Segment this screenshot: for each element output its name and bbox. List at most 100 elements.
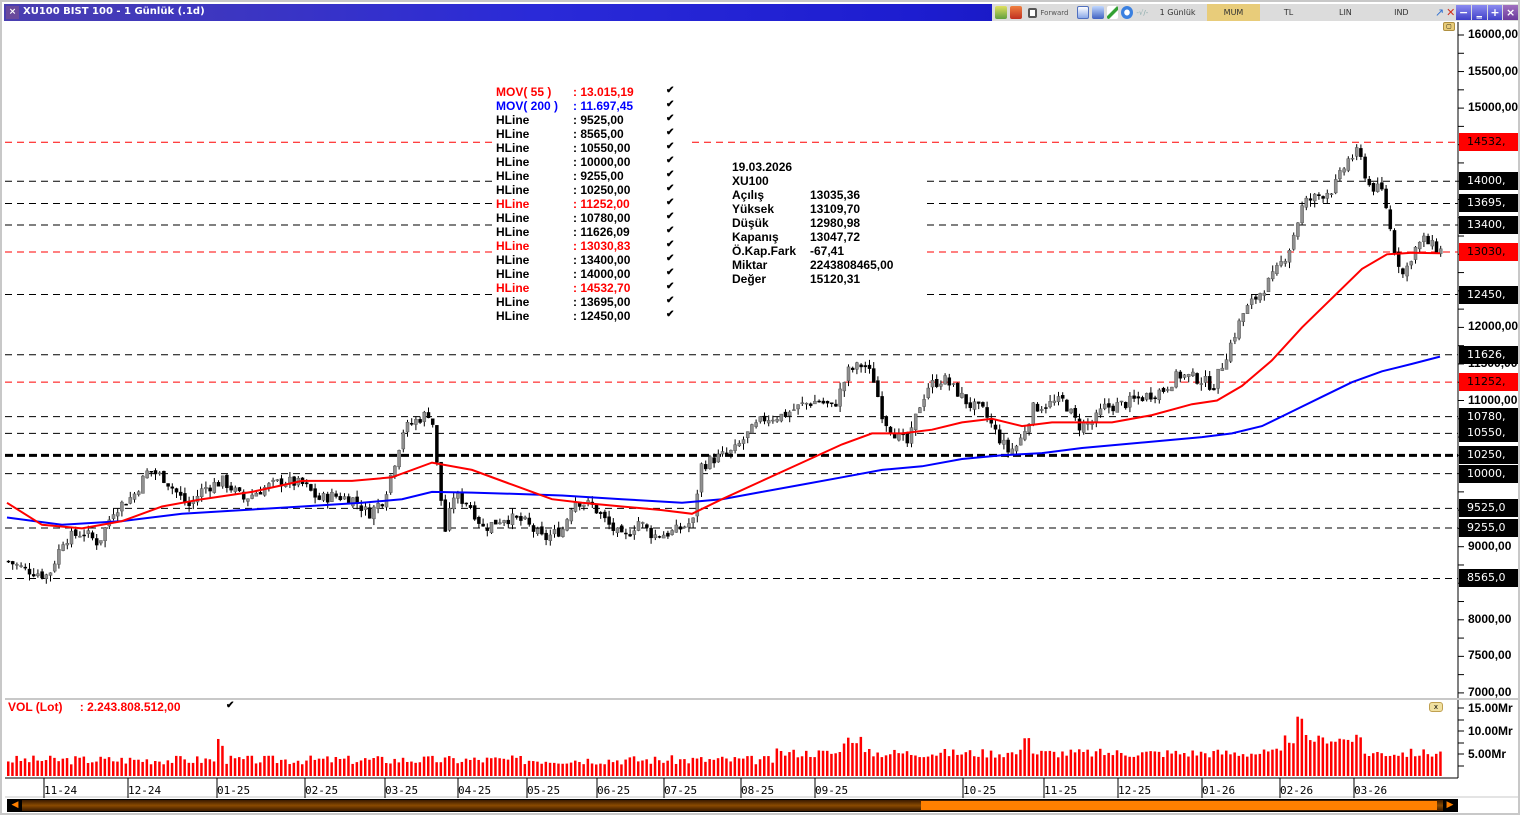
date-tick-label: 12-25	[1118, 784, 1152, 797]
info-value: 13047,72	[810, 230, 861, 244]
currency-selector[interactable]: TL	[1283, 8, 1294, 17]
legend-check-icon[interactable]: ✔	[666, 281, 675, 292]
legend-item: HLine: 11626,09 ✔	[496, 225, 674, 239]
tools-icon[interactable]: ✕	[1446, 6, 1456, 19]
legend-check-icon[interactable]: ✔	[666, 211, 675, 222]
window-title: XU100 BIST 100 - 1 Günlük (.1d)	[23, 6, 205, 17]
hline-price-tag: 14000,	[1459, 172, 1518, 191]
table-icon[interactable]	[1076, 6, 1089, 19]
legend-item: MOV( 200 ): 11.697,45 ✔	[496, 99, 674, 113]
legend-check-icon[interactable]: ✔	[666, 267, 675, 278]
legend-item: HLine: 14000,00 ✔	[496, 267, 674, 281]
scrollbar-thumb[interactable]	[921, 801, 1437, 810]
info-label: Kapanış	[732, 230, 779, 244]
date-tick-label: 12-24	[128, 784, 162, 797]
info-label: Açılış	[732, 188, 765, 202]
legend-check-icon[interactable]: ✔	[666, 239, 675, 250]
info-row: 19.03.2026	[732, 160, 792, 174]
maximize-button[interactable]: +	[1487, 5, 1503, 20]
volume-legend: VOL (Lot) : 2.243.808.512,00 ✔	[8, 700, 234, 714]
hline-price-tag: 11626,	[1459, 345, 1518, 364]
legend-check-icon[interactable]: ✔	[666, 183, 675, 194]
hline-price-tag: 9525,0	[1459, 499, 1518, 518]
volume-tick-label: 15.00Mr	[1468, 701, 1513, 715]
price-tick-label: 7500,00	[1468, 648, 1512, 663]
arrow-icon[interactable]: ↗	[1434, 6, 1445, 19]
price-tick-label: 15500,00	[1468, 63, 1519, 78]
scale-selector[interactable]: LIN	[1338, 8, 1352, 17]
legend-name: HLine	[496, 281, 530, 295]
chart-settings-icon[interactable]	[995, 6, 1007, 19]
forward-label[interactable]: Forward	[1040, 8, 1069, 17]
legend-value: : 10250,00	[573, 183, 631, 197]
pane-toggle-icon[interactable]: ▢	[1443, 22, 1455, 31]
legend-item: HLine: 10000,00 ✔	[496, 155, 674, 169]
info-label: Miktar	[732, 258, 768, 272]
date-tick-label: 03-25	[385, 784, 419, 797]
legend-check-icon[interactable]: ✔	[666, 99, 675, 110]
horizontal-scrollbar[interactable]: ◀ ▶	[7, 799, 1458, 812]
legend-check-icon[interactable]: ✔	[666, 127, 675, 138]
legend-name: MOV( 55 )	[496, 85, 552, 99]
compare-chart-icon[interactable]	[1091, 6, 1104, 19]
date-tick-label: 11-25	[1044, 784, 1078, 797]
date-tick-label: 11-24	[44, 784, 78, 797]
close-window-button[interactable]: ×	[1503, 5, 1518, 20]
legend-check-icon[interactable]: ✔	[666, 197, 675, 208]
legend-check-icon[interactable]: ✔	[666, 141, 675, 152]
legend-value: : 9255,00	[573, 169, 624, 183]
template-icon[interactable]	[1009, 6, 1022, 19]
legend-name: MOV( 200 )	[496, 99, 559, 113]
legend-value: : 11626,09	[573, 225, 630, 239]
volume-check-icon[interactable]: ✔	[226, 700, 235, 711]
period-selector[interactable]: 1 Günlük	[1159, 8, 1196, 17]
draw-pencil-icon[interactable]	[1106, 6, 1119, 19]
info-label: Değer	[732, 272, 767, 286]
legend-value: : 9525,00	[573, 113, 624, 127]
legend-check-icon[interactable]: ✔	[666, 85, 675, 96]
volume-value: : 2.243.808.512,00	[79, 700, 181, 714]
volume-label: VOL (Lot)	[8, 700, 63, 714]
legend-check-icon[interactable]: ✔	[666, 295, 675, 306]
legend-item: HLine: 10780,00 ✔	[496, 211, 674, 225]
price-tick-label: 9000,00	[1468, 538, 1512, 553]
legend-name: HLine	[496, 155, 530, 169]
legend-check-icon[interactable]: ✔	[666, 169, 675, 180]
wave-icon[interactable]: -√/-	[1136, 8, 1149, 17]
hline-price-tag: 10780,	[1459, 407, 1518, 426]
legend-name: HLine	[496, 141, 530, 155]
date-tick-label: 09-25	[815, 784, 849, 797]
legend-check-icon[interactable]: ✔	[666, 309, 675, 320]
scroll-left-arrow[interactable]: ◀	[8, 800, 22, 811]
chart-type-selector[interactable]: MUM	[1206, 4, 1261, 21]
price-tick-label: 12000,00	[1468, 319, 1519, 334]
info-row: Kapanış 13047,72	[732, 230, 860, 244]
date-tick-label: 10-25	[963, 784, 997, 797]
legend-name: HLine	[496, 127, 530, 141]
info-value: 2243808465,00	[810, 258, 894, 272]
indicator-selector[interactable]: IND	[1394, 8, 1409, 17]
price-tick-label: 15000,00	[1468, 100, 1519, 115]
info-value: 15120,31	[810, 272, 861, 286]
info-value: 12980,98	[810, 216, 861, 230]
move-icon[interactable]	[1121, 6, 1134, 19]
info-value: 13035,36	[810, 188, 861, 202]
legend-check-icon[interactable]: ✔	[666, 155, 675, 166]
hline-price-tag: 10250,	[1459, 446, 1518, 465]
hline-price-tag: 11252,	[1459, 373, 1518, 392]
restore-button[interactable]: ‗	[1471, 5, 1487, 20]
close-tab-button[interactable]: ×	[6, 6, 19, 19]
legend-check-icon[interactable]: ✔	[666, 225, 675, 236]
legend-item: HLine: 8565,00 ✔	[496, 127, 674, 141]
legend-item: HLine: 13695,00 ✔	[496, 295, 674, 309]
info-row: Açılış 13035,36	[732, 188, 860, 202]
scroll-right-arrow[interactable]: ▶	[1443, 800, 1457, 811]
minimize-button[interactable]: −	[1456, 5, 1471, 20]
legend-check-icon[interactable]: ✔	[666, 253, 675, 264]
legend-check-icon[interactable]: ✔	[666, 113, 675, 124]
close-volume-pane-button[interactable]: x	[1429, 702, 1443, 712]
legend-value: : 12450,00	[573, 309, 631, 323]
forward-icon[interactable]	[1027, 7, 1038, 18]
hline-price-tag: 8565,0	[1459, 569, 1518, 588]
